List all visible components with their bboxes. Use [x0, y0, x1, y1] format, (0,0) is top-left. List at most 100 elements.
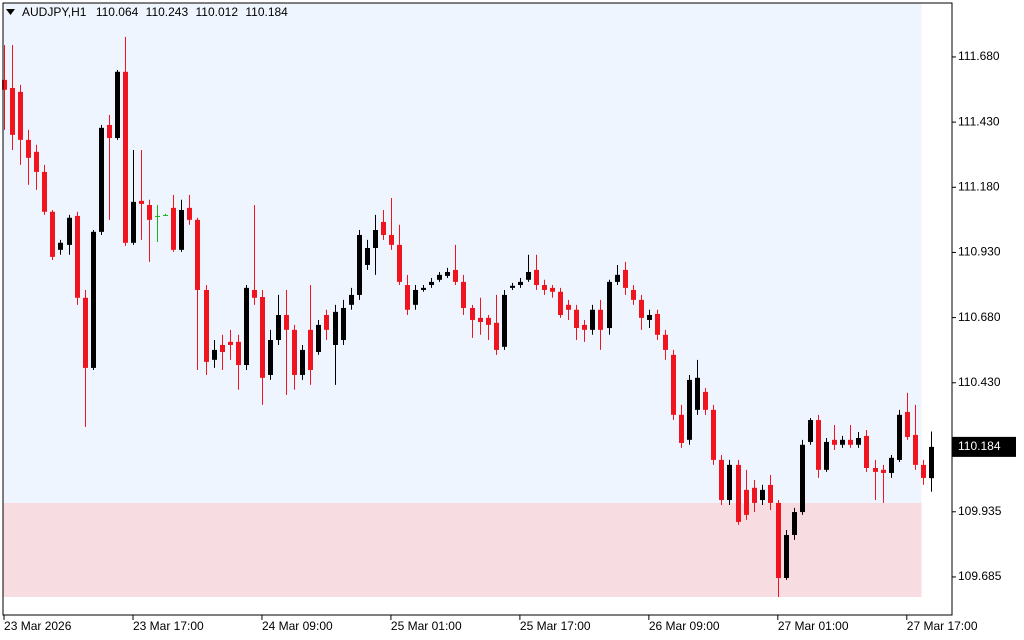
x-tick-label: 23 Mar 2026: [4, 619, 72, 633]
candle-body: [365, 248, 370, 265]
header-high: 110.243: [146, 5, 189, 19]
candle-body: [429, 281, 434, 286]
candle-body: [99, 127, 104, 232]
candle-body: [324, 314, 329, 330]
candle-body: [405, 285, 410, 310]
candle-body: [711, 409, 716, 460]
price-label: 110.184: [958, 439, 1001, 453]
candle-body: [83, 297, 88, 368]
candle-body: [598, 309, 603, 330]
candle-body: [131, 201, 136, 243]
candle-body: [276, 314, 281, 341]
candle-body: [34, 151, 39, 172]
candle-body: [316, 324, 321, 353]
candle-body: [42, 171, 47, 212]
candle-body: [163, 214, 168, 216]
candle-body: [574, 309, 579, 329]
candle-body: [91, 231, 96, 368]
candle-body: [800, 444, 805, 513]
candle-body: [147, 205, 152, 220]
candle-body: [558, 291, 563, 315]
candle-body: [26, 139, 31, 158]
candle-body: [929, 446, 934, 479]
candle-body: [478, 317, 483, 323]
candle-body: [736, 464, 741, 522]
candle-body: [284, 314, 289, 330]
candle-body: [881, 469, 886, 473]
candle-body: [115, 71, 120, 139]
candle-body: [873, 467, 878, 472]
candle-body: [582, 324, 587, 330]
candle-body: [752, 487, 757, 503]
candle-body: [719, 459, 724, 501]
plot-frame: [2, 2, 953, 616]
candle-body: [655, 313, 660, 335]
candle-body: [518, 281, 523, 286]
zone: [3, 502, 922, 598]
candle-body: [389, 234, 394, 245]
candle-body: [212, 349, 217, 360]
candle-body: [727, 464, 732, 501]
candle-body: [139, 200, 144, 204]
candle-body: [236, 341, 241, 366]
y-tick-label: 110.430: [958, 375, 1001, 389]
candle-body: [349, 294, 354, 305]
candle-body: [341, 307, 346, 341]
candle-body: [768, 484, 773, 503]
candle-body: [695, 377, 700, 410]
candle-body: [784, 534, 789, 578]
chart-header: AUDJPY,H1 110.064 110.243 110.012 110.18…: [22, 5, 288, 19]
candle-body: [776, 502, 781, 578]
candle-body: [856, 438, 861, 445]
candle-body: [744, 489, 749, 515]
candle-body: [848, 439, 853, 445]
y-tick-label: 111.680: [958, 49, 1000, 63]
y-tick-label: 110.930: [958, 245, 1001, 259]
y-tick-label: 111.180: [958, 179, 1000, 193]
candle-body: [663, 334, 668, 350]
candle-body: [510, 285, 515, 288]
header-open: 110.064: [96, 5, 139, 19]
candle-body: [58, 242, 63, 250]
candle-body: [195, 219, 200, 290]
price-label-box: [952, 436, 1016, 457]
candle-body: [67, 217, 72, 245]
candle-body: [639, 299, 644, 318]
candle-body: [453, 269, 458, 282]
candle-body: [228, 341, 233, 345]
candle-body: [179, 209, 184, 250]
candle-body: [671, 354, 676, 415]
y-tick-label: 109.685: [958, 569, 1002, 583]
candle-body: [437, 274, 442, 280]
candle-body: [357, 234, 362, 295]
zones: [3, 3, 922, 598]
candle-body: [244, 287, 249, 366]
candle-body: [123, 71, 128, 243]
y-tick-label: 109.935: [958, 504, 1002, 518]
candle-body: [486, 317, 491, 325]
candle-body: [18, 91, 23, 140]
candle-body: [260, 297, 265, 378]
candle-body: [897, 414, 902, 460]
x-tick-label: 26 Mar 09:00: [649, 619, 720, 633]
candle-body: [292, 329, 297, 375]
candle-body: [590, 309, 595, 330]
candle-body: [607, 281, 612, 329]
candle-body: [171, 207, 176, 250]
x-tick-label: 24 Mar 09:00: [262, 619, 333, 633]
candle-body: [107, 124, 112, 139]
candle-body: [864, 435, 869, 468]
candle-body: [2, 79, 7, 90]
y-tick-label: 110.680: [958, 310, 1001, 324]
candle-body: [502, 294, 507, 347]
candle-body: [252, 289, 257, 298]
candle-body: [155, 215, 160, 217]
candle-body: [615, 274, 620, 282]
candle-body: [461, 281, 466, 308]
collapse-arrow[interactable]: [6, 9, 15, 15]
candle-body: [832, 439, 837, 445]
candle-body: [550, 287, 555, 292]
candle-body: [824, 441, 829, 470]
candle-body: [542, 285, 547, 290]
axes: 111.680 111.430 111.180 110.930 110.680 110.4…: [3, 49, 1016, 633]
